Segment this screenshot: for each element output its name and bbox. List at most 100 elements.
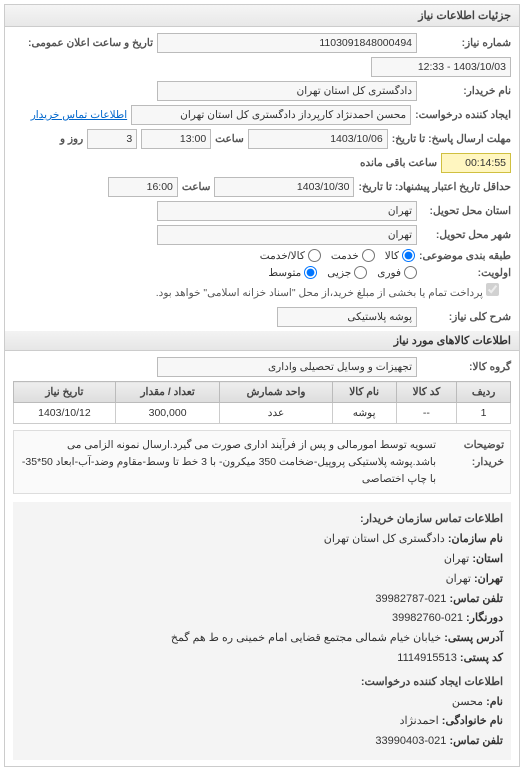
priority-opt-0[interactable]: فوری bbox=[377, 266, 417, 279]
contact-block: اطلاعات تماس سازمان خریدار: نام سازمان: … bbox=[13, 502, 511, 760]
tel-k: تلفن تماس: bbox=[449, 593, 503, 605]
valid-until-date bbox=[214, 177, 354, 197]
goods-table: ردیف کد کالا نام کالا واحد شمارش تعداد /… bbox=[13, 381, 511, 424]
org-name: دادگستری کل استان تهران bbox=[324, 533, 445, 545]
priority-opt-2[interactable]: متوسط bbox=[268, 266, 317, 279]
grouping-opt-1[interactable]: خدمت bbox=[331, 249, 375, 262]
priority-opt-1[interactable]: جزیی bbox=[327, 266, 367, 279]
city-v: تهران bbox=[446, 573, 471, 585]
org-name-k: نام سازمان: bbox=[448, 533, 503, 545]
days-remain bbox=[87, 129, 137, 149]
grouping-radio-0[interactable] bbox=[402, 249, 415, 262]
grouping-radio-1[interactable] bbox=[362, 249, 375, 262]
request-no-label: شماره نیاز: bbox=[421, 37, 511, 49]
th-5: تاریخ نیاز bbox=[14, 382, 116, 403]
goods-group-label: گروه کالا: bbox=[421, 361, 511, 373]
contact-line-ctel: تلفن تماس: 021-33990403 bbox=[21, 732, 503, 752]
priority-radio-1[interactable] bbox=[354, 266, 367, 279]
priority-radio-2[interactable] bbox=[304, 266, 317, 279]
grouping-opt-2-label: کالا/خدمت bbox=[260, 250, 305, 262]
lname-k: نام خانوادگی: bbox=[442, 715, 503, 727]
grouping-opt-2[interactable]: کالا/خدمت bbox=[260, 249, 321, 262]
fname-v: محسن bbox=[452, 696, 483, 708]
contact-line-org: نام سازمان: دادگستری کل استان تهران bbox=[21, 530, 503, 550]
contact-h2: اطلاعات ایجاد کننده درخواست: bbox=[21, 673, 503, 693]
ctel-k: تلفن تماس: bbox=[449, 735, 503, 747]
day-label: روز و bbox=[60, 133, 83, 145]
panel-body: شماره نیاز: تاریخ و ساعت اعلان عمومی: نا… bbox=[5, 27, 519, 766]
lname-v: احمدنژاد bbox=[400, 715, 439, 727]
announce-field bbox=[371, 57, 511, 77]
goods-section-title: اطلاعات کالاهای مورد نیاز bbox=[5, 331, 519, 351]
th-3: واحد شمارش bbox=[220, 382, 332, 403]
grouping-opt-1-label: خدمت bbox=[331, 250, 359, 262]
valid-until-time bbox=[108, 177, 178, 197]
addr-v: خیابان خیام شمالی مجتمع قضایی امام خمینی… bbox=[171, 632, 441, 644]
grouping-opt-0[interactable]: کالا bbox=[385, 249, 415, 262]
desc-text: تسویه توسط امورمالی و پس از فرآیند اداری… bbox=[20, 437, 436, 487]
need-title-label: شرح کلی نیاز: bbox=[421, 311, 511, 323]
request-no-field bbox=[157, 33, 417, 53]
contact-line-city: تهران: تهران bbox=[21, 570, 503, 590]
priority-label: اولویت: bbox=[421, 267, 511, 279]
contact-h1: اطلاعات تماس سازمان خریدار: bbox=[21, 510, 503, 530]
fname-k: نام: bbox=[486, 696, 503, 708]
th-2: نام کالا bbox=[332, 382, 396, 403]
panel-title: جزئیات اطلاعات نیاز bbox=[5, 5, 519, 27]
creator-label: ایجاد کننده درخواست: bbox=[415, 109, 511, 121]
ctel-v: 021-33990403 bbox=[375, 735, 446, 747]
th-4: تعداد / مقدار bbox=[115, 382, 220, 403]
grouping-radio-2[interactable] bbox=[308, 249, 321, 262]
contact-line-state: استان: تهران bbox=[21, 550, 503, 570]
fax-k: دورنگار: bbox=[466, 612, 503, 624]
deadline-reply-time bbox=[141, 129, 211, 149]
priority-radio-0[interactable] bbox=[404, 266, 417, 279]
contact-line-tel: تلفن تماس: 021-39982787 bbox=[21, 590, 503, 610]
deadline-reply-date bbox=[248, 129, 388, 149]
table-header-row: ردیف کد کالا نام کالا واحد شمارش تعداد /… bbox=[14, 382, 511, 403]
state-k: استان: bbox=[472, 553, 503, 565]
announce-label: تاریخ و ساعت اعلان عمومی: bbox=[28, 37, 153, 49]
payment-note-wrap: پرداخت تمام یا بخشی از مبلغ خرید،از محل … bbox=[156, 283, 499, 299]
tel-v: 021-39982787 bbox=[375, 593, 446, 605]
hour-label-1: ساعت bbox=[215, 133, 244, 145]
city-k: تهران: bbox=[474, 573, 503, 585]
details-panel: جزئیات اطلاعات نیاز شماره نیاز: تاریخ و … bbox=[4, 4, 520, 767]
td-1: -- bbox=[396, 403, 457, 424]
th-0: ردیف bbox=[457, 382, 511, 403]
remain-timer bbox=[441, 153, 511, 173]
table-row: 1 -- پوشه عدد 300,000 1403/10/12 bbox=[14, 403, 511, 424]
remain-label: ساعت باقی مانده bbox=[360, 157, 437, 169]
addr-k: آدرس پستی: bbox=[444, 632, 503, 644]
grouping-radios: کالا خدمت کالا/خدمت bbox=[260, 249, 415, 262]
desc-label: توضیحات خریدار: bbox=[444, 437, 504, 487]
valid-until-label: حداقل تاریخ اعتبار پیشنهاد: تا تاریخ: bbox=[358, 181, 511, 193]
priority-opt-0-label: فوری bbox=[377, 267, 401, 279]
priority-opt-1-label: جزیی bbox=[327, 267, 351, 279]
contact-line-lname: نام خانوادگی: احمدنژاد bbox=[21, 712, 503, 732]
creator-field bbox=[131, 105, 411, 125]
payment-note: پرداخت تمام یا بخشی از مبلغ خرید،از محل … bbox=[156, 287, 483, 299]
th-1: کد کالا bbox=[396, 382, 457, 403]
need-title bbox=[277, 307, 417, 327]
contact-line-post: کد پستی: 1114915513 bbox=[21, 649, 503, 669]
contact-line-fname: نام: محسن bbox=[21, 693, 503, 713]
state-v: تهران bbox=[444, 553, 469, 565]
contact-link[interactable]: اطلاعات تماس خریدار bbox=[31, 109, 127, 121]
priority-radios: فوری جزیی متوسط bbox=[268, 266, 417, 279]
contact-line-fax: دورنگار: 021-39982760 bbox=[21, 609, 503, 629]
delivery-city-label: شهر محل تحویل: bbox=[421, 229, 511, 241]
goods-group bbox=[157, 357, 417, 377]
fax-v: 021-39982760 bbox=[392, 612, 463, 624]
td-2: پوشه bbox=[332, 403, 396, 424]
contact-line-addr: آدرس پستی: خیابان خیام شمالی مجتمع قضایی… bbox=[21, 629, 503, 649]
delivery-state bbox=[157, 201, 417, 221]
grouping-label: طبقه بندی موضوعی: bbox=[419, 250, 511, 262]
buyer-field bbox=[157, 81, 417, 101]
td-4: 300,000 bbox=[115, 403, 220, 424]
td-5: 1403/10/12 bbox=[14, 403, 116, 424]
priority-opt-2-label: متوسط bbox=[268, 267, 301, 279]
delivery-state-label: استان محل تحویل: bbox=[421, 205, 511, 217]
buyer-label: نام خریدار: bbox=[421, 85, 511, 97]
post-v: 1114915513 bbox=[397, 652, 457, 664]
